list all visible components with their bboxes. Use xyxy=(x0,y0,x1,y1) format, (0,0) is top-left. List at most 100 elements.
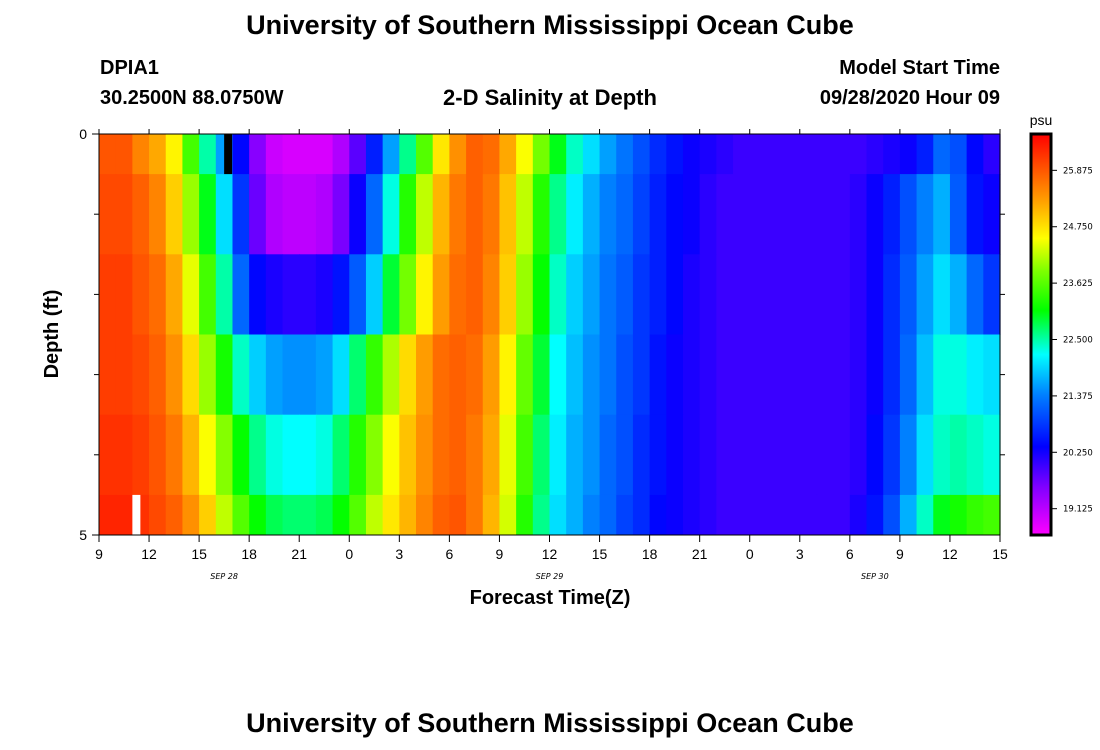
heatmap-cell xyxy=(599,414,617,496)
heatmap-cell xyxy=(149,334,167,416)
heatmap-cell xyxy=(215,334,234,416)
colorbar-tick-label: 20.250 xyxy=(1063,448,1093,458)
heatmap-cells xyxy=(99,134,1001,536)
heatmap-cell xyxy=(416,254,434,335)
heatmap-cell xyxy=(199,494,217,536)
heatmap-cell xyxy=(682,134,701,175)
heatmap-cell xyxy=(182,334,200,416)
heatmap-cell xyxy=(466,334,484,416)
heatmap-cell xyxy=(315,334,334,416)
heatmap-cell xyxy=(532,254,551,335)
heatmap-cell xyxy=(716,254,734,335)
heatmap-cell xyxy=(883,174,901,255)
heatmap-cell xyxy=(482,134,501,175)
heatmap-cell xyxy=(249,254,267,335)
heatmap-cell xyxy=(215,414,234,496)
heatmap-cell xyxy=(265,254,284,335)
heatmap-cell xyxy=(849,254,868,335)
heatmap-cell xyxy=(632,174,651,255)
heatmap-cell xyxy=(649,494,667,536)
heatmap-cell xyxy=(716,334,734,416)
heatmap-cell xyxy=(866,414,884,496)
heatmap-cell xyxy=(365,414,384,496)
heatmap-cell xyxy=(883,134,901,175)
heatmap-cell xyxy=(766,254,784,335)
heatmap-cell xyxy=(115,494,133,536)
heatmap-cell xyxy=(949,414,968,496)
x-axis: 9 12 15 18 21 0 3 6 9 12 15 18 21 0 3 6 9 12 15 SEP 28 SEP 2… xyxy=(95,129,1008,581)
heatmap-cell xyxy=(866,254,884,335)
heatmap-cell xyxy=(149,414,167,496)
heatmap-cell xyxy=(382,254,400,335)
heatmap-cell xyxy=(916,414,934,496)
heatmap-cell xyxy=(365,174,384,255)
heatmap-cell xyxy=(249,134,267,175)
heatmap-cell xyxy=(866,174,884,255)
heatmap-cell xyxy=(349,334,367,416)
heatmap-cell xyxy=(582,174,601,255)
heatmap-cell xyxy=(899,134,918,175)
heatmap-cell xyxy=(332,174,350,255)
heatmap-cell xyxy=(249,414,267,496)
heatmap-cell xyxy=(566,134,584,175)
heatmap-cell xyxy=(916,134,934,175)
heatmap-cell xyxy=(315,414,334,496)
heatmap-cell xyxy=(199,254,217,335)
heatmap-cell xyxy=(799,334,818,416)
heatmap-cell xyxy=(449,174,467,255)
heatmap-cell xyxy=(983,494,1001,536)
heatmap-cell xyxy=(382,494,400,536)
heatmap-cell xyxy=(399,174,417,255)
x-tick-label: 18 xyxy=(642,546,658,562)
heatmap-cell xyxy=(849,414,868,496)
heatmap-cell xyxy=(299,134,317,175)
heatmap-cell xyxy=(349,254,367,335)
heatmap-cell xyxy=(349,494,367,536)
heatmap-cell xyxy=(382,174,400,255)
heatmap-cell xyxy=(165,334,184,416)
heatmap-cell xyxy=(799,134,818,175)
heatmap-cell xyxy=(182,254,200,335)
y-tick-label: 0 xyxy=(79,126,87,142)
heatmap-cell xyxy=(332,134,350,175)
heatmap-cell xyxy=(182,134,200,175)
heatmap-cell xyxy=(949,254,968,335)
heatmap-cell xyxy=(132,134,150,175)
heatmap-cell xyxy=(933,134,951,175)
heatmap-cell xyxy=(399,254,417,335)
heatmap-cell xyxy=(632,254,651,335)
heatmap-cell xyxy=(949,494,968,536)
heatmap-cell xyxy=(232,334,250,416)
heatmap-cell xyxy=(549,134,567,175)
y-axis-label: Depth (ft) xyxy=(41,290,63,379)
heatmap-cell xyxy=(482,334,501,416)
heatmap-cell xyxy=(215,254,234,335)
heatmap-cell xyxy=(115,414,133,496)
heatmap-cell xyxy=(866,494,884,536)
heatmap-cell xyxy=(699,254,717,335)
heatmap-cell xyxy=(365,334,384,416)
heatmap-cell xyxy=(432,334,450,416)
x-tick-label: 15 xyxy=(191,546,207,562)
heatmap-cell xyxy=(983,334,1001,416)
heatmap-cell xyxy=(449,334,467,416)
heatmap-cell xyxy=(783,174,801,255)
heatmap-cell xyxy=(449,414,467,496)
heatmap-cell xyxy=(199,414,217,496)
date-label: SEP 28 xyxy=(210,572,238,581)
heatmap-cell xyxy=(566,414,584,496)
x-axis-label: Forecast Time(Z) xyxy=(470,587,631,609)
heatmap-cell xyxy=(699,494,717,536)
heatmap-cell xyxy=(749,414,768,496)
heatmap-cell xyxy=(582,494,601,536)
heatmap-cell xyxy=(833,334,851,416)
x-tick-label: 6 xyxy=(846,546,854,562)
heatmap-cell xyxy=(599,134,617,175)
heatmap-cell xyxy=(399,334,417,416)
heatmap-cell xyxy=(449,494,467,536)
heatmap-cell xyxy=(849,494,868,536)
heatmap-cell xyxy=(199,174,217,255)
heatmap-cell xyxy=(115,334,133,416)
heatmap-cell xyxy=(466,254,484,335)
heatmap-cell xyxy=(132,414,150,496)
